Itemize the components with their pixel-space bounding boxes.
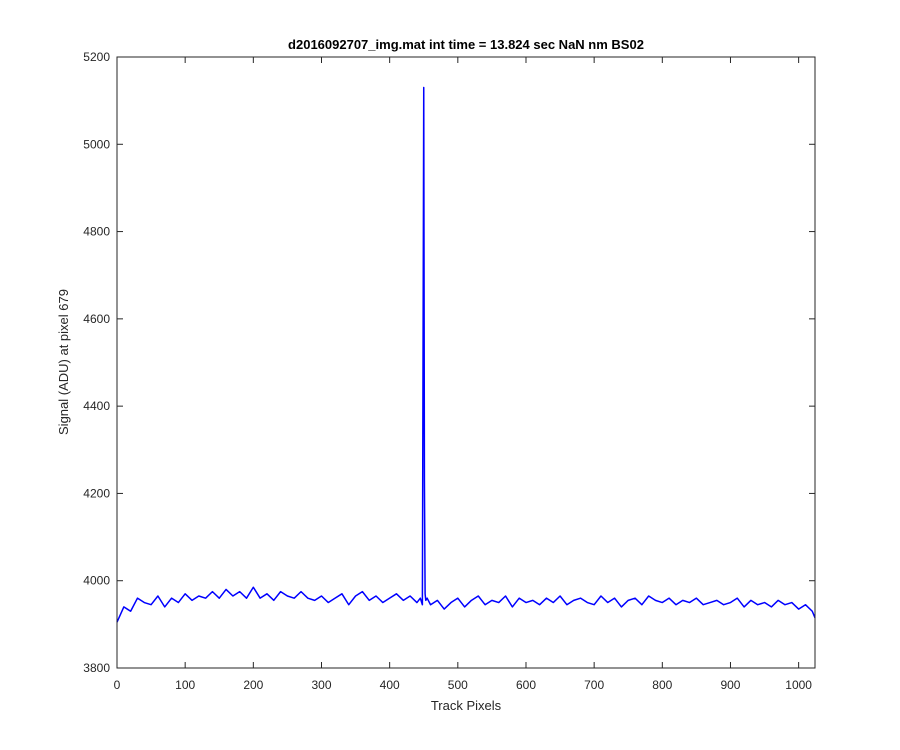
x-tick-label: 1000: [785, 678, 812, 692]
x-tick-label: 800: [652, 678, 672, 692]
x-tick-label: 0: [114, 678, 121, 692]
x-tick-label: 700: [584, 678, 604, 692]
x-axis: 0 100 200 300 400 500 600 700 800 900 1000: [114, 57, 812, 692]
x-tick-label: 600: [516, 678, 536, 692]
plot-area: [117, 57, 815, 668]
x-axis-label: Track Pixels: [431, 698, 502, 713]
x-tick-label: 900: [720, 678, 740, 692]
y-axis: 3800 4000 4200 4400 4600 4800 5000 5200: [83, 50, 815, 675]
y-tick-label: 4600: [83, 312, 110, 326]
y-tick-label: 5200: [83, 50, 110, 64]
y-tick-label: 3800: [83, 661, 110, 675]
y-tick-label: 5000: [83, 137, 110, 151]
series-layer: [116, 86, 816, 623]
y-tick-label: 4000: [83, 574, 110, 588]
series-line-0: [116, 86, 816, 623]
y-axis-label: Signal (ADU) at pixel 679: [56, 289, 71, 435]
y-tick-label: 4200: [83, 486, 110, 500]
x-tick-label: 200: [243, 678, 263, 692]
x-tick-label: 100: [175, 678, 195, 692]
plot-frame: [116, 56, 816, 669]
y-tick-label: 4400: [83, 399, 110, 413]
x-tick-label: 500: [448, 678, 468, 692]
y-tick-label: 4800: [83, 225, 110, 239]
x-tick-label: 300: [311, 678, 331, 692]
chart-title: d2016092707_img.mat int time = 13.824 se…: [288, 37, 644, 52]
x-tick-label: 400: [380, 678, 400, 692]
